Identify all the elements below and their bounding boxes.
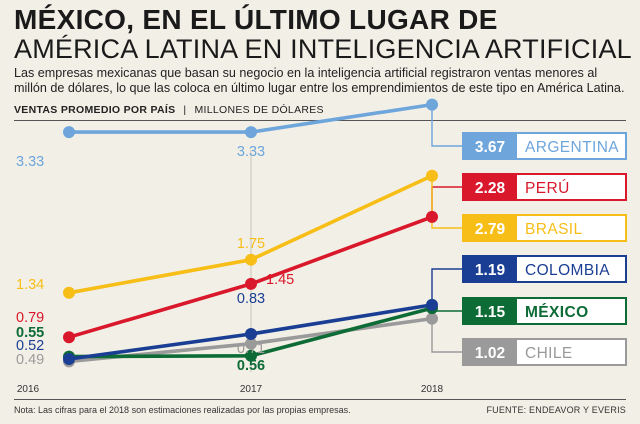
legend-badge-argentina bbox=[463, 133, 517, 159]
connector-perú bbox=[431, 186, 463, 217]
label-brasil-2017: 1.75 bbox=[237, 236, 265, 252]
point-perú-2017 bbox=[245, 277, 257, 290]
point-argentina-2016 bbox=[63, 126, 75, 139]
legend-value-chile: 1.02 bbox=[475, 345, 505, 362]
x-tick-2017: 2017 bbox=[240, 384, 263, 395]
legend-badge-colombia bbox=[463, 256, 517, 282]
legend-value-brasil: 2.79 bbox=[475, 221, 506, 238]
label-colombia-2016: 0.52 bbox=[16, 338, 44, 354]
chart-header: VENTAS PROMEDIO POR PAÍS | MILLONES DE DÓL… bbox=[14, 104, 324, 116]
legend-value-méxico: 1.15 bbox=[475, 304, 506, 321]
label-argentina-2016: 3.33 bbox=[16, 154, 44, 170]
point-brasil-2016 bbox=[63, 286, 75, 299]
legend-value-colombia: 1.19 bbox=[475, 262, 506, 279]
bottom-rule bbox=[14, 399, 626, 400]
headline-line-1: MÉXICO, EN EL ÚLTIMO LUGAR DE bbox=[14, 4, 498, 35]
legend-value-argentina: 3.67 bbox=[475, 139, 505, 156]
legend-badge-perú bbox=[463, 174, 517, 200]
legend-badge-méxico bbox=[463, 298, 517, 324]
legend-name-colombia: COLOMBIA bbox=[525, 262, 610, 279]
x-tick-2016: 2016 bbox=[17, 384, 40, 395]
x-tick-2018: 2018 bbox=[421, 384, 444, 395]
label-méxico-2017: 0.56 bbox=[237, 358, 265, 374]
label-argentina-2017: 3.33 bbox=[237, 144, 265, 160]
subtitle: Las empresas mexicanas que basan su nego… bbox=[14, 66, 625, 95]
legend-value-perú: 2.28 bbox=[475, 180, 506, 197]
point-perú-2018 bbox=[426, 210, 438, 223]
label-chile-2017: 0.71 bbox=[237, 341, 265, 357]
legend-badge-chile bbox=[463, 339, 517, 365]
point-colombia-2016 bbox=[63, 353, 75, 366]
legend-name-chile: CHILE bbox=[525, 345, 573, 362]
label-brasil-2016: 1.34 bbox=[16, 277, 44, 293]
connector-chile bbox=[431, 318, 463, 353]
headline-line-2: AMÉRICA LATINA EN INTELIGENCIA ARTIFICIA… bbox=[14, 34, 632, 64]
label-méxico-2016: 0.55 bbox=[16, 325, 44, 341]
label-perú-2016: 0.79 bbox=[16, 310, 44, 326]
connector-brasil bbox=[431, 175, 463, 229]
label-chile-2016: 0.49 bbox=[16, 352, 44, 368]
point-argentina-2018 bbox=[426, 98, 438, 111]
label-colombia-2017: 0.83 bbox=[237, 291, 265, 307]
point-colombia-2017 bbox=[245, 327, 257, 340]
connector-colombia bbox=[431, 268, 463, 305]
chart-header-label: VENTAS PROMEDIO POR PAÍS bbox=[14, 104, 176, 116]
connector-argentina bbox=[431, 104, 463, 147]
chart-header-separator: | bbox=[183, 104, 187, 116]
point-brasil-2018 bbox=[426, 169, 438, 182]
legend-name-argentina: ARGENTINA bbox=[525, 139, 619, 156]
footnote: Nota: Las cifras para el 2018 son estima… bbox=[14, 405, 351, 415]
legend-name-brasil: BRASIL bbox=[525, 221, 583, 238]
legend-name-méxico: MÉXICO bbox=[525, 304, 589, 321]
legend-name-perú: PERÚ bbox=[525, 180, 570, 197]
chart-header-units: MILLONES DE DÓLARES bbox=[194, 104, 324, 116]
point-brasil-2017 bbox=[245, 253, 257, 266]
point-chile-2018 bbox=[426, 312, 438, 325]
source: FUENTE: ENDEAVOR Y EVERIS bbox=[486, 405, 626, 415]
point-chile-2017 bbox=[245, 337, 257, 350]
label-perú-2017: 1.45 bbox=[266, 272, 294, 288]
point-perú-2016 bbox=[63, 331, 75, 344]
legend-badge-brasil bbox=[463, 215, 517, 241]
point-colombia-2018 bbox=[426, 298, 438, 311]
point-argentina-2017 bbox=[245, 126, 257, 139]
point-méxico-2017 bbox=[245, 349, 257, 362]
